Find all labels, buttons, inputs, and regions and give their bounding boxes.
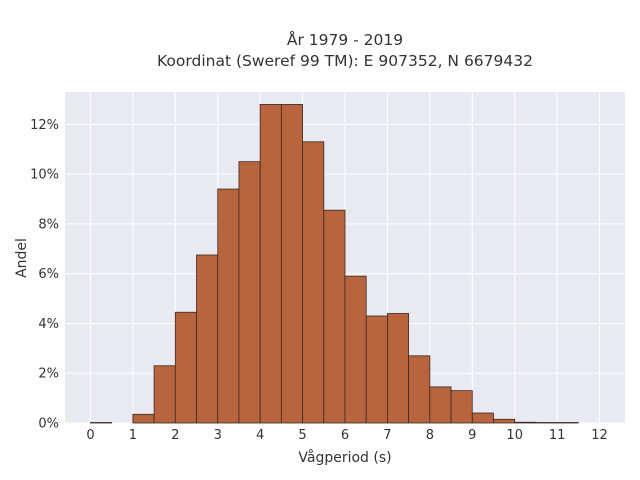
x-axis-label: Vågperiod (s) xyxy=(298,449,391,466)
histogram-bar xyxy=(493,418,516,424)
bars xyxy=(90,104,579,424)
histogram-bar xyxy=(429,386,452,424)
histogram-bar xyxy=(259,104,282,424)
histogram-bar xyxy=(471,412,494,424)
y-tick-label: 2% xyxy=(38,367,59,382)
histogram-bar xyxy=(344,275,367,424)
x-tick-label: 10 xyxy=(506,428,523,443)
histogram-bar xyxy=(408,355,431,424)
histogram-bar xyxy=(323,209,346,424)
x-tick-label: 7 xyxy=(383,428,391,443)
x-tick-label: 6 xyxy=(341,428,349,443)
histogram-bar xyxy=(153,365,176,424)
histogram-bar xyxy=(450,390,473,424)
y-tick-label: 12% xyxy=(30,118,59,133)
y-tick-label: 10% xyxy=(30,168,59,183)
y-axis-label: Andel xyxy=(14,238,30,278)
histogram-bar xyxy=(514,421,537,424)
y-tick-label: 4% xyxy=(38,317,59,332)
tick-labels: 0 1 2 3 4 5 6 7 8 9 10 11 120%2%4%6%8%10%12% xyxy=(30,118,608,443)
y-tick-label: 0% xyxy=(38,417,59,432)
x-tick-label: 9 xyxy=(468,428,476,443)
histogram-bar xyxy=(132,413,155,424)
x-tick-label: 2 xyxy=(171,428,179,443)
histogram-bar xyxy=(238,161,261,424)
histogram-bar xyxy=(280,104,303,424)
histogram-bar xyxy=(174,311,197,424)
x-tick-label: 4 xyxy=(256,428,264,443)
histogram-bar xyxy=(387,313,410,424)
x-tick-label: 5 xyxy=(298,428,306,443)
histogram-bar xyxy=(217,188,240,424)
x-tick-label: 0 xyxy=(86,428,94,443)
y-tick-label: 8% xyxy=(38,217,59,232)
x-tick-label: 12 xyxy=(591,428,608,443)
chart-title-line-1: År 1979 - 2019 xyxy=(287,30,403,49)
x-tick-label: 8 xyxy=(426,428,434,443)
histogram-bar xyxy=(302,141,325,424)
x-tick-label: 11 xyxy=(549,428,566,443)
x-tick-label: 3 xyxy=(214,428,222,443)
chart-title-line-2: Koordinat (Sweref 99 TM): E 907352, N 66… xyxy=(157,52,533,70)
histogram-bar xyxy=(196,254,219,424)
x-tick-label: 1 xyxy=(129,428,137,443)
y-tick-label: 6% xyxy=(38,267,59,282)
histogram-bar xyxy=(365,315,388,424)
